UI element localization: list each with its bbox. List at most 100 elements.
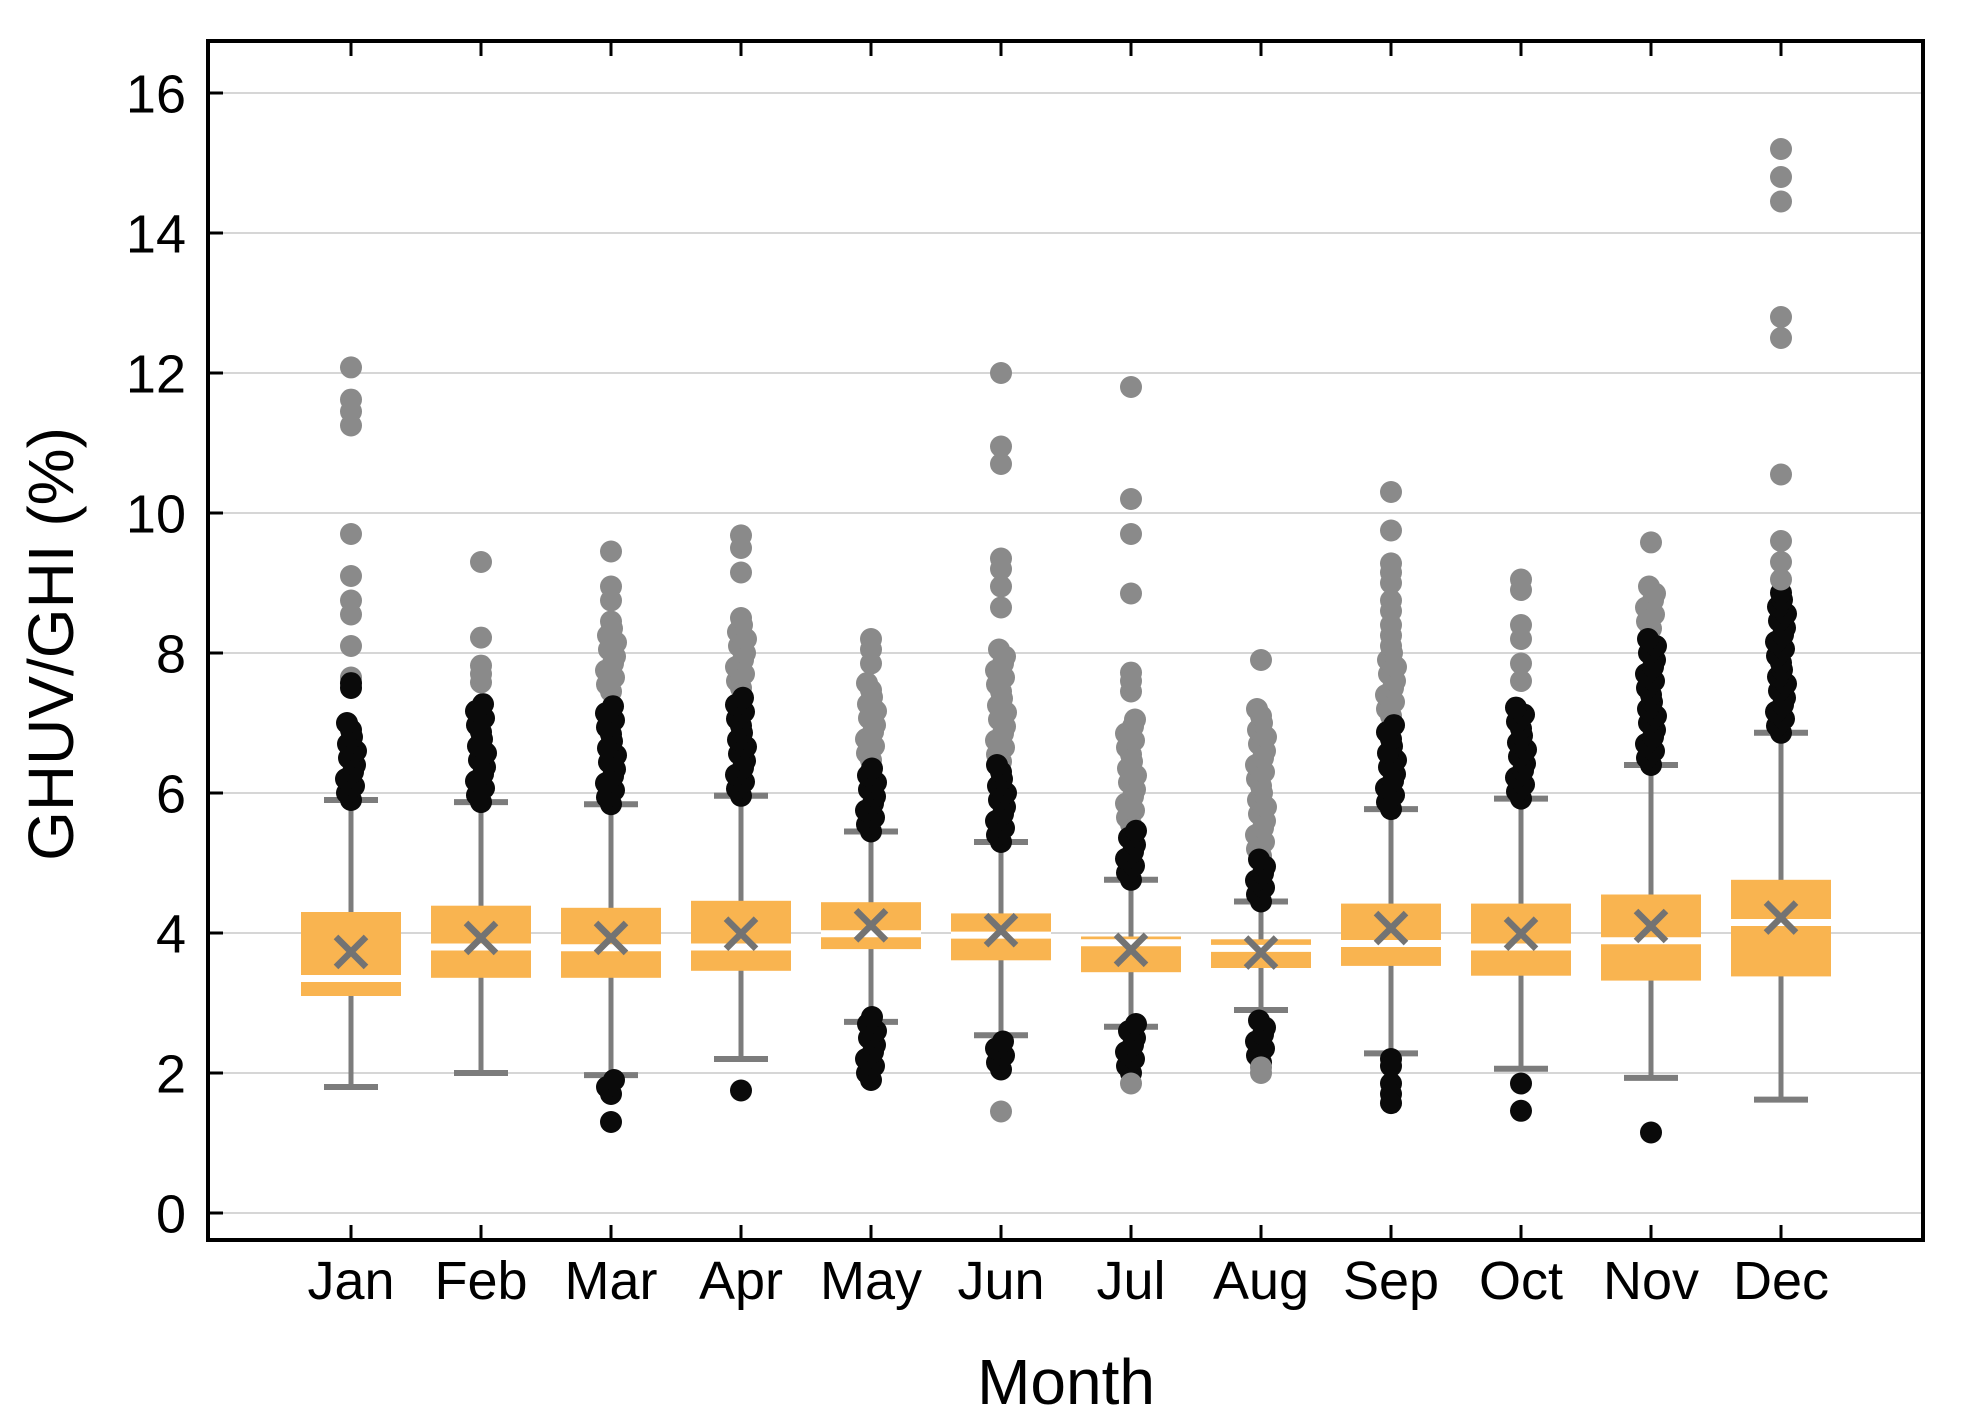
month-column-dec: [1731, 138, 1831, 1103]
mean-marker: [1763, 900, 1799, 935]
mean-marker: [1113, 932, 1149, 968]
outlier-dots: [595, 540, 627, 1133]
outlier-dot: [988, 638, 1010, 661]
outlier-dot: [861, 757, 883, 780]
x-tick-label: Nov: [1603, 1251, 1699, 1311]
outlier-dot: [1248, 1009, 1270, 1032]
outlier-dot: [990, 547, 1012, 570]
mean-marker: [853, 908, 889, 943]
y-tick-label: 16: [126, 64, 186, 124]
outlier-dot: [1770, 530, 1792, 552]
outlier-dot: [340, 635, 362, 657]
outlier-dot: [861, 1006, 883, 1028]
outlier-dot: [990, 575, 1012, 598]
outlier-dot: [470, 654, 492, 677]
outlier-dot: [600, 610, 622, 633]
x-axis-title: Month: [977, 1346, 1155, 1416]
outlier-dot: [1120, 488, 1142, 510]
outlier-dot: [730, 524, 752, 547]
outlier-dot: [1640, 531, 1662, 554]
outlier-dots: [1635, 531, 1667, 1144]
outlier-dot: [730, 561, 752, 584]
outlier-dots: [465, 551, 497, 814]
outlier-dot: [1380, 589, 1402, 612]
outlier-dot: [1505, 696, 1527, 719]
outlier-dot: [1770, 568, 1792, 591]
mean-marker: [463, 920, 499, 956]
outlier-dot: [1510, 670, 1532, 692]
month-column-oct: [1471, 568, 1571, 1122]
outlier-dots: [1245, 649, 1277, 1084]
mean-marker: [1503, 916, 1539, 951]
outlier-dot: [470, 626, 492, 649]
x-tick-label: Mar: [565, 1251, 658, 1311]
outlier-dot: [1125, 1013, 1147, 1035]
outlier-dots: [855, 628, 887, 1091]
outlier-dot: [1770, 551, 1792, 573]
outlier-dot: [856, 672, 878, 695]
outlier-dot: [860, 628, 882, 650]
month-column-feb: [431, 551, 531, 1076]
y-tick-label: 0: [156, 1184, 186, 1244]
y-tick-label: 4: [156, 904, 186, 964]
outlier-dot: [730, 607, 752, 629]
outlier-dot: [1770, 138, 1792, 160]
outlier-dot: [340, 589, 362, 612]
outlier-dots: [1375, 481, 1407, 1115]
outlier-dot: [1120, 661, 1142, 684]
mean-marker: [1373, 910, 1409, 946]
outlier-dot: [990, 435, 1012, 458]
outlier-dot: [1250, 649, 1272, 671]
outlier-dot: [1380, 552, 1402, 575]
y-axis-title: GHUV/GHI (%): [15, 427, 87, 861]
iqr-box: [561, 907, 661, 978]
outlier-dot: [1510, 652, 1532, 675]
outlier-dot: [600, 575, 622, 598]
outlier-dots: [1115, 376, 1147, 1095]
x-tick-label: Jul: [1096, 1251, 1165, 1311]
outlier-dot: [1510, 614, 1532, 636]
outlier-dot: [1380, 1055, 1402, 1077]
outlier-dots: [985, 362, 1017, 1123]
y-tick-label: 6: [156, 764, 186, 824]
month-column-apr: [691, 524, 791, 1102]
month-column-jul: [1081, 376, 1181, 1095]
outlier-dots: [1765, 138, 1797, 744]
outlier-dot: [1120, 582, 1142, 605]
y-tick-label: 8: [156, 624, 186, 684]
mean-marker: [593, 920, 629, 956]
outlier-dot: [340, 523, 362, 545]
month-column-jun: [951, 362, 1051, 1123]
outlier-dot: [1250, 1056, 1272, 1079]
outlier-dot: [1383, 714, 1405, 737]
outlier-dot: [1770, 463, 1792, 486]
mean-marker: [1243, 935, 1279, 970]
outlier-dot: [1246, 698, 1268, 720]
plot-area: 0 2 4 6 8 10 12 14 16 Jan Feb Mar Apr May Jun Jul Aug Sep…: [126, 39, 1925, 1311]
outlier-dot: [336, 712, 358, 734]
outlier-dot: [990, 1100, 1012, 1123]
month-column-mar: [561, 540, 661, 1133]
outlier-dot: [732, 686, 754, 709]
y-tick-label: 2: [156, 1044, 186, 1104]
outlier-dot: [1770, 190, 1792, 213]
iqr-box: [1341, 903, 1441, 966]
outlier-dots: [335, 356, 367, 811]
outlier-dots: [1505, 568, 1537, 1122]
outlier-dot: [990, 453, 1012, 475]
outlier-dot: [1510, 568, 1532, 591]
outlier-dot: [1380, 1092, 1402, 1115]
month-column-sep: [1341, 481, 1441, 1115]
mean-marker: [723, 916, 759, 951]
mean-marker: [333, 934, 369, 970]
outlier-dot: [602, 695, 624, 718]
outlier-dot: [1124, 708, 1146, 731]
outlier-dot: [1248, 848, 1270, 871]
x-tick-label: Jan: [307, 1251, 394, 1311]
mean-marker: [1633, 908, 1669, 944]
outlier-dot: [600, 1111, 622, 1133]
plot-frame: [206, 39, 1925, 1242]
x-tick-label: Jun: [957, 1251, 1044, 1311]
month-column-aug: [1211, 649, 1311, 1084]
